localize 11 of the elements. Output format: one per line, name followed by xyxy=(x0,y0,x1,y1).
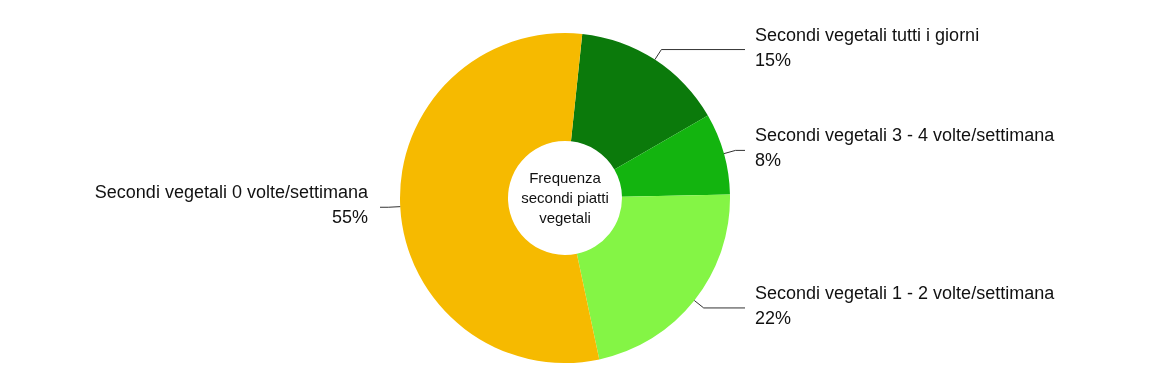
data-label: 15% xyxy=(755,49,792,70)
data-label: 22% xyxy=(755,307,792,328)
slice-label: Secondi vegetali 1 - 2 volte/settimana xyxy=(755,282,1056,303)
text: Frequenza secondi piatti vegetali xyxy=(521,169,609,226)
donut-slice xyxy=(570,33,708,170)
data-label: 55% xyxy=(331,207,368,228)
slice-label: Secondi vegetali tutti i giorni xyxy=(755,24,980,45)
donut-slice xyxy=(614,115,730,197)
slice-label: Secondi vegetali 3 - 4 volte/settimana xyxy=(755,125,1056,146)
data-label: 8% xyxy=(755,150,782,171)
slice-label: Secondi vegetali 0 volte/settimana xyxy=(94,182,369,203)
